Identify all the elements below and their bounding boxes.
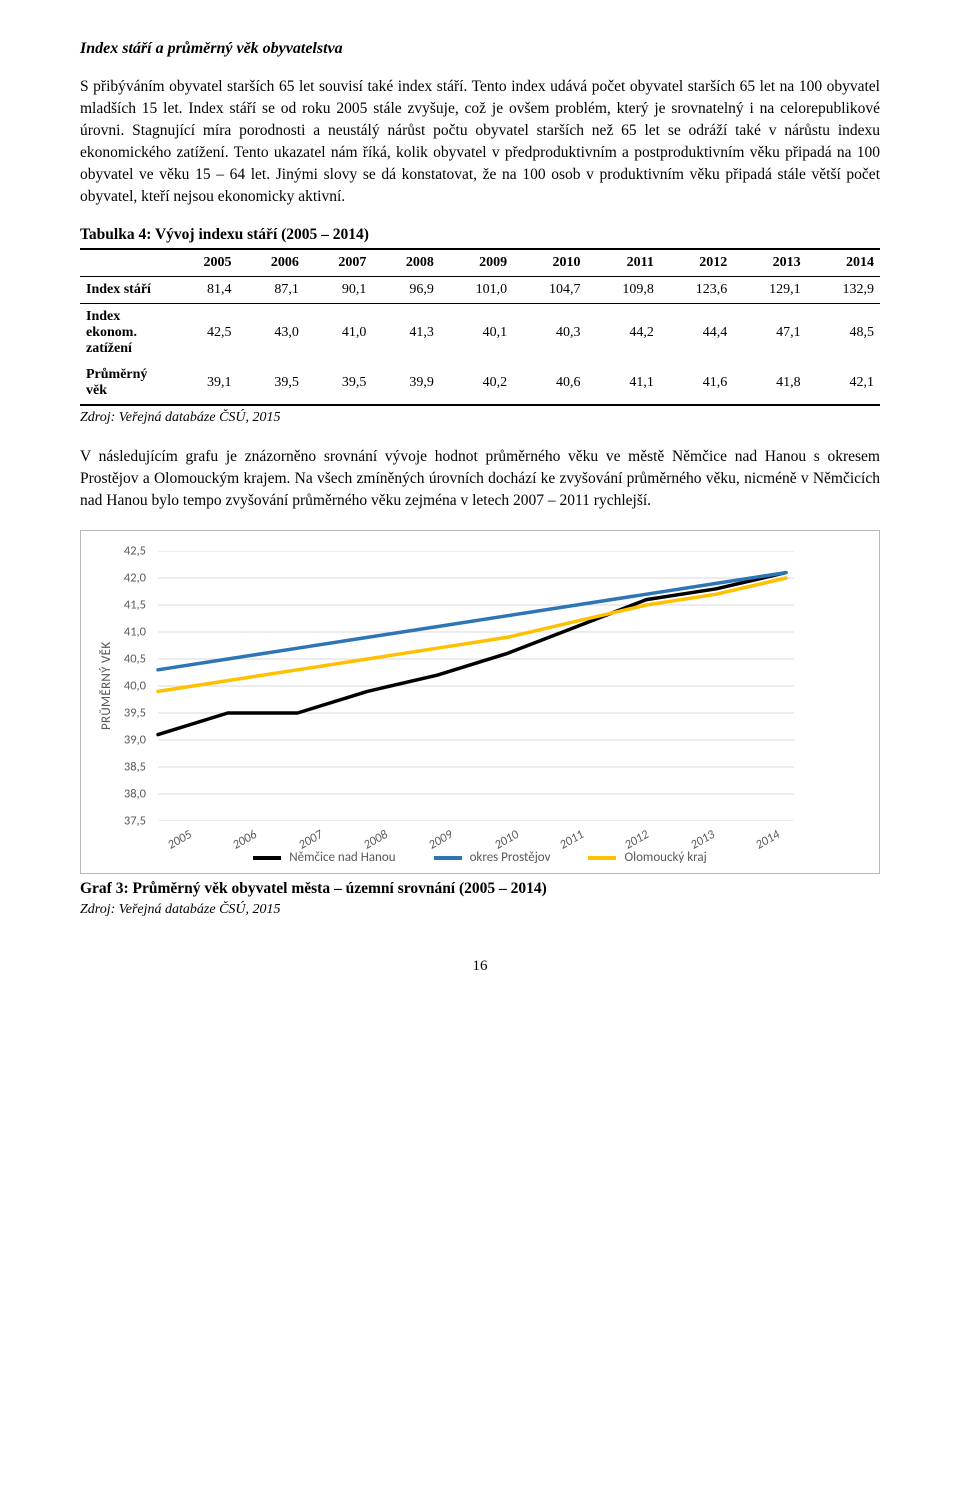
table-cell: 42,5 <box>170 304 237 363</box>
table-cell: 47,1 <box>733 304 806 363</box>
table-source: Zdroj: Veřejná databáze ČSÚ, 2015 <box>80 410 880 426</box>
table-cell: 104,7 <box>513 277 586 304</box>
table-cell: 81,4 <box>170 277 237 304</box>
table-cell: 41,8 <box>733 362 806 405</box>
table-cell: 44,4 <box>660 304 733 363</box>
table-cell: 40,2 <box>440 362 513 405</box>
table-cell: 90,1 <box>305 277 372 304</box>
chart-y-ticks: 42,542,041,541,040,540,039,539,038,538,0… <box>114 551 152 821</box>
y-tick-label: 41,5 <box>124 598 146 613</box>
table-cell: 41,6 <box>660 362 733 405</box>
table-cell: 39,1 <box>170 362 237 405</box>
y-tick-label: 41,0 <box>124 625 146 640</box>
paragraph-2: V následujícím grafu je znázorněno srovn… <box>80 446 880 512</box>
line-chart: PRŮMĚRNÝ VĚK 42,5 42,0 41,5 41,0 40,5 40,0 39,… <box>80 530 880 874</box>
table-col-header: 2006 <box>237 249 304 277</box>
table-cell: 39,5 <box>237 362 304 405</box>
table-cell: 41,3 <box>372 304 439 363</box>
table-cell: 96,9 <box>372 277 439 304</box>
table-col-header: 2005 <box>170 249 237 277</box>
y-tick-label: 37,5 <box>124 814 146 829</box>
legend-swatch <box>434 856 462 860</box>
table-col-header: 2007 <box>305 249 372 277</box>
table-col-header: 2013 <box>733 249 806 277</box>
y-tick-label: 38,5 <box>124 760 146 775</box>
figure-source: Zdroj: Veřejná databáze ČSÚ, 2015 <box>80 902 880 918</box>
chart-plot-area: 42,542,041,541,040,540,039,539,038,538,0… <box>114 551 865 821</box>
table-cell: 41,1 <box>587 362 660 405</box>
table-cell: 132,9 <box>807 277 880 304</box>
table-col-header: 2011 <box>587 249 660 277</box>
table-cell: 40,6 <box>513 362 586 405</box>
section-heading: Index stáří a průměrný věk obyvatelstva <box>80 40 880 58</box>
table-col-header: 2010 <box>513 249 586 277</box>
table-cell: 42,1 <box>807 362 880 405</box>
y-tick-label: 40,0 <box>124 679 146 694</box>
table-corner <box>80 249 170 277</box>
table-caption: Tabulka 4: Vývoj indexu stáří (2005 – 20… <box>80 226 880 244</box>
table-cell: 41,0 <box>305 304 372 363</box>
figure-caption: Graf 3: Průměrný věk obyvatel města – úz… <box>80 880 880 898</box>
table-col-header: 2014 <box>807 249 880 277</box>
y-tick-label: 40,5 <box>124 652 146 667</box>
table-row-header: Průměrný věk <box>80 362 170 405</box>
legend-item: Němčice nad Hanou <box>253 850 395 865</box>
table-cell: 39,5 <box>305 362 372 405</box>
chart-x-ticks: 2005200620072008200920102011201220132014 <box>139 827 775 842</box>
y-tick-label: 39,5 <box>124 706 146 721</box>
table-cell: 129,1 <box>733 277 806 304</box>
y-tick-label: 42,5 <box>124 544 146 559</box>
page-number: 16 <box>80 958 880 975</box>
table-cell: 87,1 <box>237 277 304 304</box>
table-cell: 39,9 <box>372 362 439 405</box>
table-col-header: 2009 <box>440 249 513 277</box>
y-tick-label: 39,0 <box>124 733 146 748</box>
table-cell: 40,3 <box>513 304 586 363</box>
table-row-header: Index stáří <box>80 277 170 304</box>
legend-swatch <box>253 856 281 860</box>
table-cell: 44,2 <box>587 304 660 363</box>
table-col-header: 2012 <box>660 249 733 277</box>
y-tick-label: 38,0 <box>124 787 146 802</box>
paragraph-1: S přibýváním obyvatel starších 65 let so… <box>80 76 880 208</box>
table-row-header: Index ekonom. zatížení <box>80 304 170 363</box>
table-cell: 43,0 <box>237 304 304 363</box>
chart-y-axis-label: PRŮMĚRNÝ VĚK <box>95 551 114 821</box>
table-cell: 101,0 <box>440 277 513 304</box>
table-cell: 48,5 <box>807 304 880 363</box>
table-cell: 109,8 <box>587 277 660 304</box>
table-cell: 40,1 <box>440 304 513 363</box>
table-col-header: 2008 <box>372 249 439 277</box>
table-cell: 123,6 <box>660 277 733 304</box>
data-table: 2005200620072008200920102011201220132014… <box>80 248 880 406</box>
y-tick-label: 42,0 <box>124 571 146 586</box>
